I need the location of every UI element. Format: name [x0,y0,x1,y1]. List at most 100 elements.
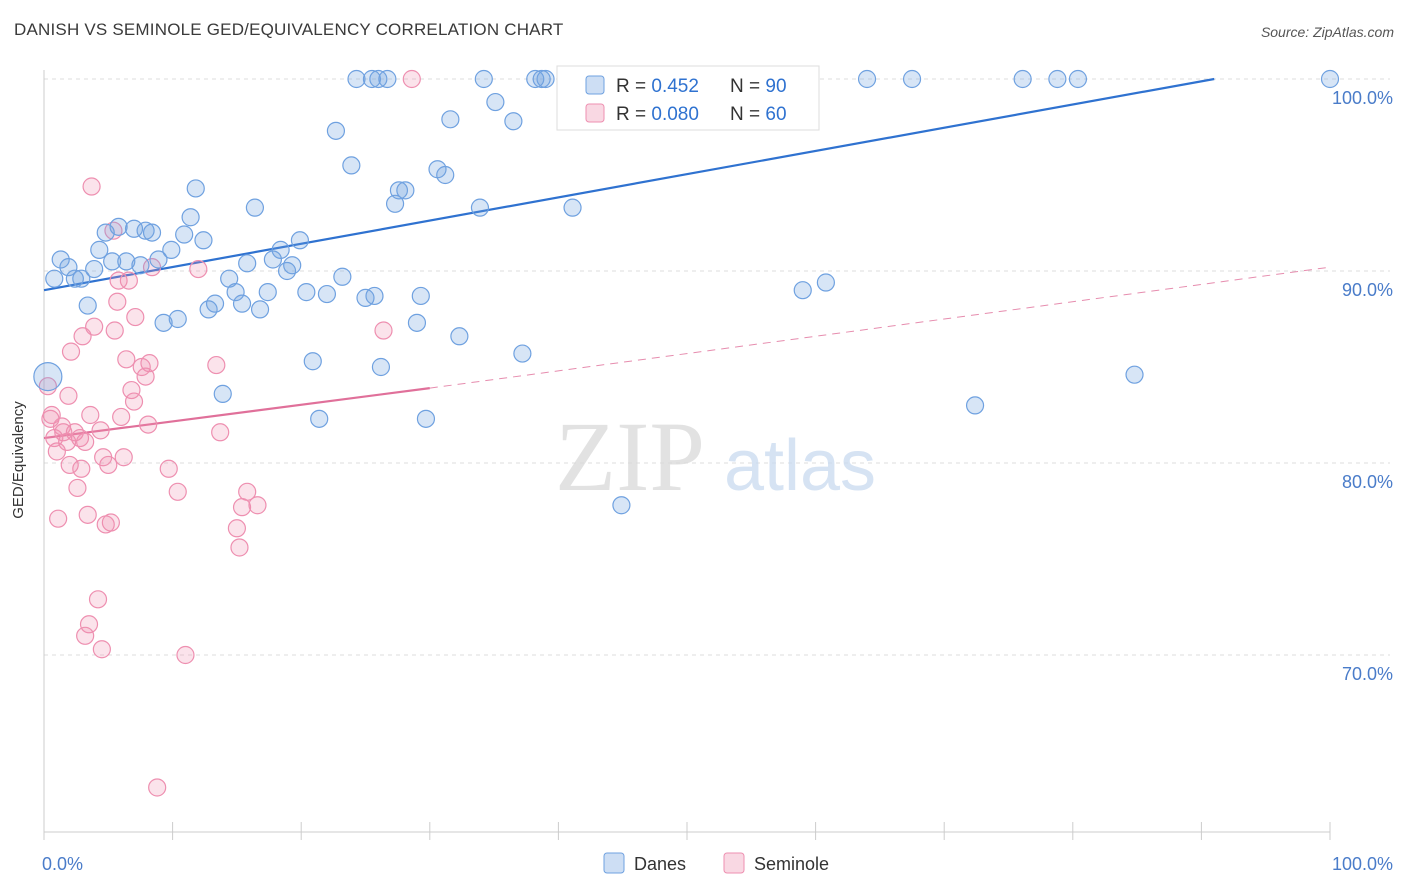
axes [43,70,1331,840]
seminole-point [68,478,87,498]
danes-point [238,254,257,273]
danes-point [277,261,297,281]
danes-point [245,198,265,217]
seminole-point [122,380,141,400]
gridlines [44,78,1390,656]
danes-point [612,496,631,515]
seminole-trend-extension [429,266,1331,389]
danes-point [283,256,302,275]
seminole-point [112,407,131,427]
seminole-point [105,321,124,340]
seminole-point [124,392,144,411]
danes-point [1068,69,1088,89]
danes-point [1320,69,1340,89]
seminole-point [168,482,187,501]
danes-point [51,250,70,269]
danes-point [136,221,155,240]
danes-point [362,69,382,89]
danes-point [226,283,245,302]
danes-point [526,69,545,89]
legend-seminole-r-value: 0.080 [651,104,699,125]
seminole-point [61,342,81,361]
danes-point [194,231,213,250]
danes-point [271,240,290,259]
danes-point [450,327,469,346]
watermark-zip: ZIP [555,401,705,512]
bottom-legend: Danes Seminole [603,852,829,874]
seminole-point [108,292,127,311]
seminole-point [79,615,99,634]
danes-point [186,179,205,198]
danes-point [162,240,181,259]
danes-point [536,69,555,89]
danes-point [124,219,144,238]
svg-text:R = 0.080: R = 0.080 [616,104,699,125]
danes-point [902,69,922,89]
seminole-point [119,271,138,290]
danes-point [342,156,361,175]
danes-point [816,273,835,292]
danes-point [303,352,322,371]
trend-lines [43,77,1331,440]
danes-point [65,269,84,288]
danes-point [103,252,122,271]
seminole-point [49,509,68,528]
source-label: Source: ZipAtlas.com [1260,24,1394,40]
danes-point [168,309,187,329]
danes-point [310,409,329,428]
danes-point [232,294,252,313]
danes-point [258,283,277,302]
seminole-point [60,455,79,475]
danes-point [793,281,812,300]
danes-point [436,165,455,185]
danes-point [45,269,64,288]
danes-point [474,69,493,89]
seminole-point [88,590,108,609]
tick-labels: 100.0% 90.0% 80.0% 70.0% 0.0% 100.0% [42,88,1393,874]
danes-point [1048,69,1067,89]
chart-title: DANISH VS SEMINOLE GED/EQUIVALENCY CORRE… [14,20,564,39]
danes-point [297,283,316,302]
seminole-point [92,640,111,659]
danes-point [149,250,168,269]
seminole-point [136,367,155,386]
svg-text:N = 60: N = 60 [730,104,787,125]
danes-point [78,296,97,315]
danes-point [1125,365,1144,384]
seminole-point [248,496,267,515]
danes-point [181,208,200,227]
seminole-point [72,459,91,478]
legend-seminole-n-label: N = [730,104,765,125]
seminole-point [126,307,145,327]
y-tick-label: 90.0% [1342,280,1393,300]
danes-point [378,69,397,89]
danes-point [59,258,78,277]
seminole-point [227,519,246,538]
seminole-point [238,482,257,501]
seminole-point [402,69,421,89]
danes-point [290,231,310,250]
legend-danes-r-label: R = [616,76,651,97]
danes-point [250,300,270,319]
danes-point [411,286,430,306]
danes-point [857,69,877,89]
danes-point [486,92,505,112]
seminole-point [42,405,61,425]
danes-point [175,225,194,244]
legend-seminole-r-label: R = [616,104,651,125]
legend-danes-r-value: 0.452 [651,76,699,97]
danes-point [117,252,136,271]
danes-point [142,223,162,242]
seminole-trend-line [43,387,430,440]
danes-point [205,294,225,313]
x-tick-label: 100.0% [1332,854,1393,874]
seminole-point [81,405,100,425]
seminole-point [76,432,95,451]
danes-point [333,267,352,286]
seminole-point [101,513,120,532]
seminole-point [76,626,95,645]
seminole-point [139,415,158,434]
danes-point [416,409,436,428]
danes-point [154,313,173,332]
